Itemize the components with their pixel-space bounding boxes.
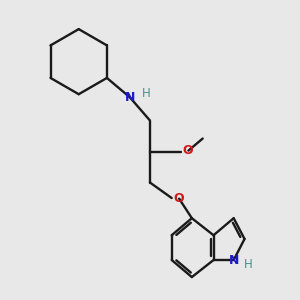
Text: H: H [244, 258, 253, 271]
Text: H: H [142, 87, 150, 100]
Text: N: N [229, 254, 239, 266]
Text: N: N [125, 91, 135, 104]
Text: O: O [183, 144, 194, 157]
Text: O: O [174, 191, 184, 205]
